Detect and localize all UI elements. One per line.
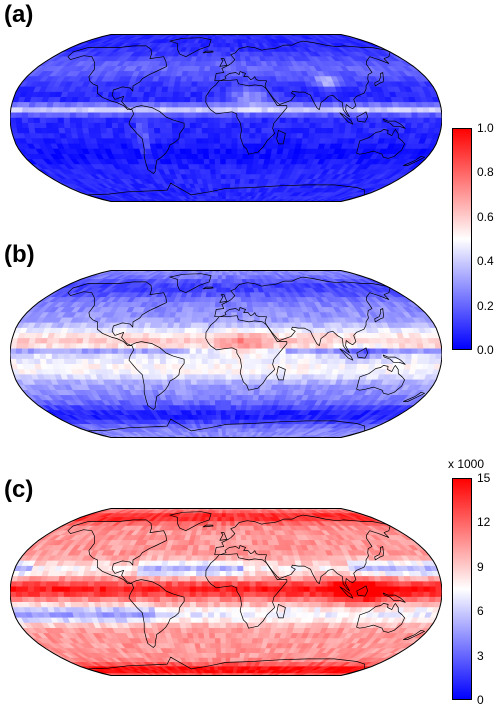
colorbar-bottom-tick-label: 15 [477,471,491,485]
colorbar-top-tick-label: 0.6 [477,209,494,224]
colorbar-top [452,128,472,350]
colorbar-top-tick-label: 0.2 [477,298,494,313]
colorbar-top-tick-label: 0.4 [477,254,494,269]
colorbar-bottom-tick-label: 3 [477,648,484,663]
colorbar-bottom-tick-label: 6 [477,604,484,619]
world-map-a [10,34,442,202]
panel-label-b: (b) [4,241,35,268]
colorbar-top-tick-label: 1.0 [477,121,494,135]
colorbar-top-tick-label: 0.8 [477,165,494,180]
world-map-c [10,508,442,676]
colorbar-bottom-tick-label: 9 [477,559,484,574]
colorbar-multiplier: x 1000 [448,457,485,471]
colorbar-bottom-tick-label: 0 [477,693,484,707]
colorbar-bottom-tick-label: 12 [477,515,491,530]
colorbar-bottom [452,478,472,700]
world-map-b [10,270,442,438]
panel-label-c: (c) [4,476,34,503]
colorbar-top-tick-label: 0.0 [477,343,494,357]
panel-label-a: (a) [4,1,34,28]
